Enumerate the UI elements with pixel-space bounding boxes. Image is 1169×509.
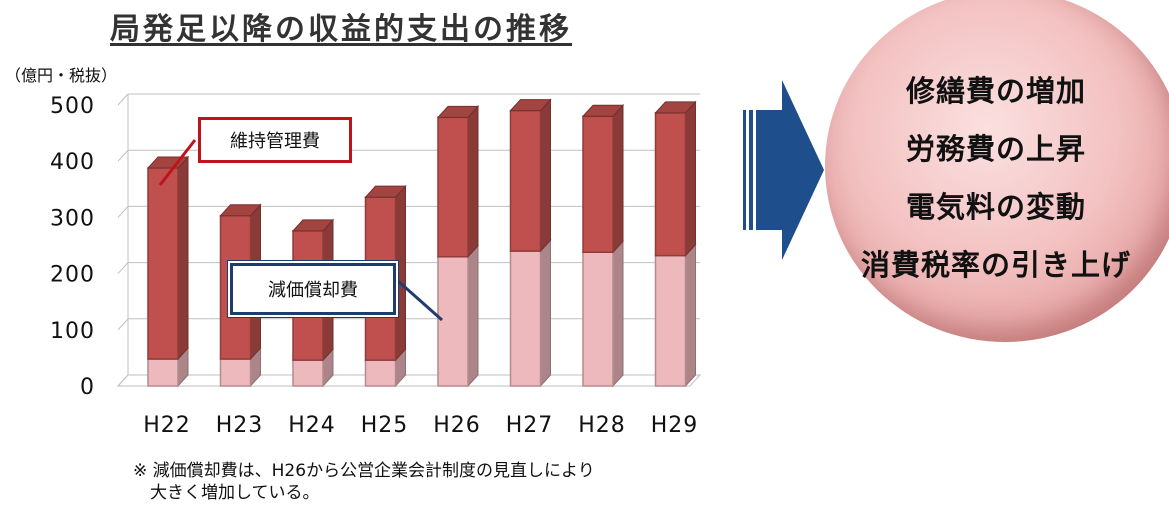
bar-maintenance-top [654, 101, 697, 114]
bar-maintenance-side [467, 105, 479, 259]
bar-depreciation-side [540, 238, 551, 388]
bar-maintenance-side [685, 100, 696, 257]
bar-maintenance [654, 112, 687, 257]
x-tick-label: H22 [143, 413, 191, 438]
gridline-side [117, 262, 129, 274]
gridline-side [117, 93, 129, 106]
footnote-line-2: 大きく増加している。 [150, 483, 320, 503]
bar-depreciation [219, 358, 252, 387]
factors-list: 修繕費の増加 労務費の上昇 電気料の変動 消費税率の引き上げ [825, 62, 1167, 294]
bar-depreciation [292, 359, 324, 387]
bar-maintenance-top [509, 99, 552, 112]
footnote-line-1: ※ 減価償却費は、H26から公営企業会計制度の見直しにより [133, 461, 595, 481]
bar-maintenance-side [540, 98, 551, 253]
bar-maintenance-top [436, 105, 480, 118]
callout-leader-depreciation [397, 279, 443, 322]
bar-depreciation [582, 251, 614, 387]
floor [116, 374, 702, 387]
bar-maintenance-top [291, 219, 335, 232]
callout-maintenance: 維持管理費 [198, 117, 352, 163]
gridline-side [117, 149, 129, 162]
callout-leader-maintenance [158, 139, 197, 186]
bar-maintenance-top [364, 185, 407, 198]
y-tick-label: 400 [50, 150, 95, 175]
y-tick-label: 0 [80, 375, 95, 400]
bar-chart: 0 100 200 300 400 500 H22 H23 H24 H25 H26 H27 H28 H29 [50, 93, 702, 438]
x-tick-label: H26 [433, 413, 481, 438]
bar-maintenance [437, 116, 469, 258]
y-tick-label: 500 [50, 94, 95, 119]
right-arrow-icon [743, 80, 824, 260]
unit-label: （億円・税抜） [5, 66, 118, 85]
bar-maintenance-top [219, 204, 262, 217]
bar-maintenance [582, 115, 614, 253]
bar-maintenance [147, 167, 179, 360]
factor-item-3: 電気料の変動 [905, 190, 1086, 224]
bar-depreciation-side [612, 239, 624, 388]
x-tick-label: H28 [578, 413, 626, 438]
y-tick-label: 200 [50, 263, 95, 288]
bar-maintenance-side [177, 155, 189, 361]
bar-maintenance [509, 109, 542, 252]
footnote: ※ 減価償却費は、H26から公営企業会計制度の見直しにより 大きく増加している。 [133, 460, 595, 504]
factor-item-2: 労務費の上昇 [905, 132, 1086, 166]
x-tick-label: H25 [361, 413, 409, 438]
bar-depreciation [437, 255, 469, 387]
bar-depreciation [509, 250, 542, 387]
x-tick-label: H23 [216, 413, 264, 438]
bar-maintenance-side [612, 103, 624, 254]
gridline-side [117, 206, 129, 218]
bar-maintenance-top [581, 104, 625, 117]
bar-depreciation [147, 358, 179, 387]
factor-item-1: 修繕費の増加 [905, 74, 1086, 108]
x-tick-label: H29 [651, 413, 699, 438]
x-tick-label: H27 [506, 413, 554, 438]
factor-item-4: 消費税率の引き上げ [860, 248, 1131, 282]
chart-title: 局発足以降の収益的支出の推移 [110, 12, 572, 47]
callout-depreciation: 減価償却費 [230, 263, 396, 315]
y-tick-label: 100 [50, 319, 95, 344]
gridline-side [117, 318, 129, 331]
y-tick-label: 300 [50, 206, 95, 231]
bar-depreciation-side [467, 244, 479, 388]
bar-depreciation [654, 254, 687, 387]
bar-depreciation-side [685, 243, 696, 388]
bar-depreciation [364, 359, 397, 387]
factors-circle [825, 0, 1169, 342]
x-tick-label: H24 [288, 413, 336, 438]
bar-maintenance-side [395, 184, 406, 362]
